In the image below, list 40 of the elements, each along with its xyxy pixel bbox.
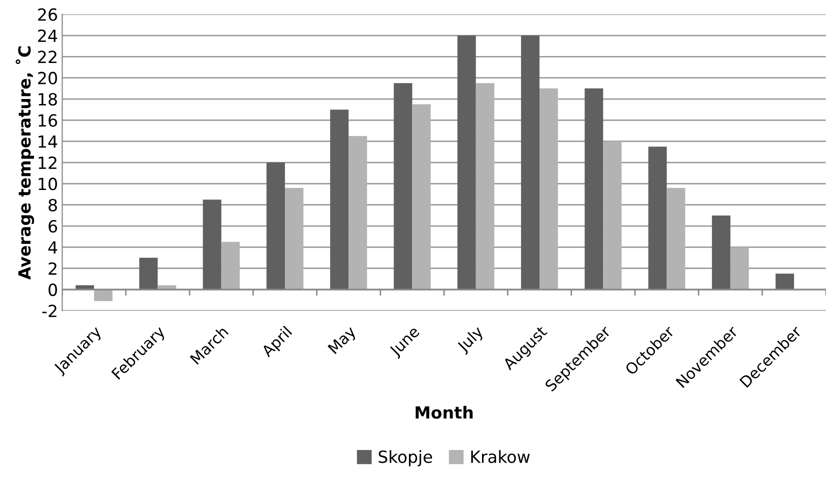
bar: [666, 188, 686, 290]
y-tick-label: 4: [48, 241, 58, 254]
bar: [476, 83, 494, 290]
bar: [284, 188, 304, 290]
bar: [221, 242, 240, 290]
bar: [266, 162, 285, 290]
y-tick-label: -2: [42, 304, 56, 318]
y-tick-label: 20: [38, 72, 57, 84]
bar: [776, 274, 794, 290]
legend-label: Skopje: [378, 450, 432, 466]
bar: [730, 247, 749, 290]
y-tick-label: 10: [38, 178, 57, 190]
y-axis-title: Average temperature, ˚C: [16, 46, 34, 280]
y-tick-label: 14: [38, 136, 58, 148]
y-tick-label: 8: [48, 198, 57, 212]
x-axis-title: Month: [416, 406, 473, 419]
bar: [712, 215, 730, 290]
bar: [521, 36, 540, 290]
bar: [584, 88, 604, 290]
bar: [540, 88, 558, 290]
bar: [394, 83, 412, 290]
y-tick-label: 24: [38, 29, 58, 42]
bar: [412, 104, 431, 290]
y-tick-label: 18: [38, 92, 57, 106]
bar: [348, 136, 368, 290]
y-tick-label: 2: [48, 262, 56, 275]
y-tick-label: 26: [38, 8, 58, 21]
bar: [330, 110, 349, 290]
bar: [139, 258, 158, 290]
y-tick-label: 16: [38, 114, 58, 127]
bar: [603, 141, 622, 290]
legend-label: Krakow: [471, 450, 530, 464]
bar: [457, 36, 476, 290]
bar: [648, 146, 667, 290]
bar: [94, 290, 113, 302]
y-tick-label: 0: [48, 283, 57, 296]
bar: [202, 200, 222, 290]
y-tick-label: 6: [48, 220, 58, 233]
y-tick-label: 22: [38, 50, 56, 64]
y-tick-label: 12: [38, 156, 56, 169]
